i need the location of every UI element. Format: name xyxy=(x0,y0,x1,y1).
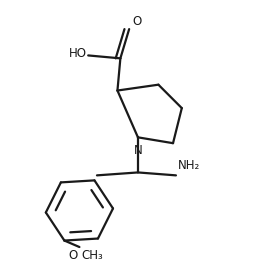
Text: N: N xyxy=(134,144,142,157)
Text: O: O xyxy=(69,249,78,262)
Text: HO: HO xyxy=(69,47,87,61)
Text: CH₃: CH₃ xyxy=(81,249,103,262)
Text: NH₂: NH₂ xyxy=(177,159,200,172)
Text: O: O xyxy=(132,15,141,28)
